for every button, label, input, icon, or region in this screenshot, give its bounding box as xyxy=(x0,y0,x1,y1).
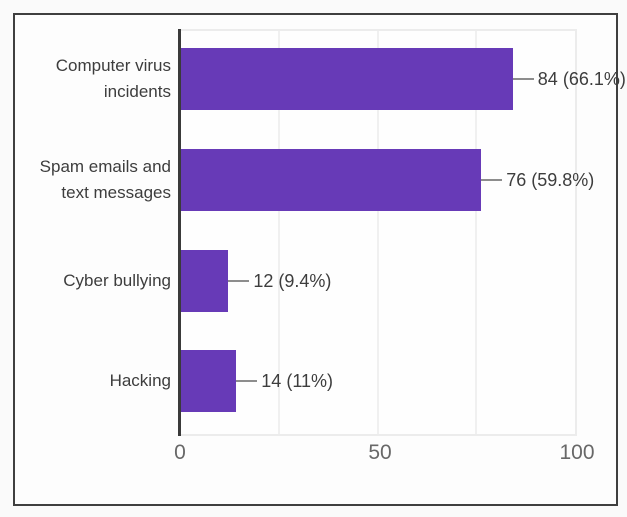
connector-line xyxy=(228,280,250,282)
gridline-50 xyxy=(376,31,379,434)
bar-row-computer-virus-incidents: 84 (66.1%) xyxy=(181,48,626,110)
bar-hacking xyxy=(181,350,237,412)
bar-row-hacking: 14 (11%) xyxy=(181,350,616,412)
value-label-cyber-bullying: 12 (9.4%) xyxy=(253,270,332,291)
connector-line xyxy=(512,78,534,80)
bar-row-spam-emails: 76 (59.8%) xyxy=(181,149,616,211)
value-label-hacking: 14 (11%) xyxy=(261,370,333,391)
gridline-75 xyxy=(475,31,478,434)
bar-computer-virus-incidents xyxy=(181,48,513,110)
value-label-computer-virus-incidents: 84 (66.1%) xyxy=(537,68,626,89)
bar-row-cyber-bullying: 12 (9.4%) xyxy=(181,250,616,312)
chart-frame: Computer virus incidents Spam emails and… xyxy=(13,13,626,506)
value-label-spam-emails: 76 (59.8%) xyxy=(506,169,595,190)
x-axis-tick-50: 50 xyxy=(368,441,392,464)
category-label-hacking: Hacking xyxy=(109,371,171,390)
category-label-spam-emails: Spam emails and text messages xyxy=(39,157,171,202)
connector-line xyxy=(481,179,503,181)
connector-line xyxy=(236,380,258,382)
category-label-cyber-bullying: Cyber bullying xyxy=(63,271,171,290)
x-axis-tick-0: 0 xyxy=(174,441,186,464)
bar-cyber-bullying xyxy=(181,250,229,312)
gridline-25 xyxy=(277,31,280,434)
category-label-computer-virus-incidents: Computer virus incidents xyxy=(55,56,171,101)
x-axis-tick-100: 100 xyxy=(559,441,595,464)
bar-spam-emails xyxy=(181,149,482,211)
y-axis-line xyxy=(178,29,181,436)
